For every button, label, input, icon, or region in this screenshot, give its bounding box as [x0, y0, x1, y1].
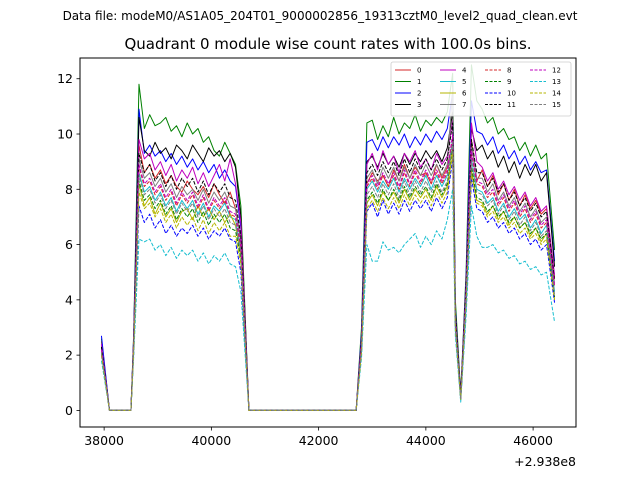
x-tick-label: 38000: [84, 433, 124, 448]
y-tick-label: 2: [65, 348, 73, 363]
legend-label-15: 15: [552, 101, 561, 109]
x-tick-label: 46000: [513, 433, 553, 448]
series-line-11: [100, 122, 556, 411]
legend-label-10: 10: [507, 90, 516, 98]
legend-label-11: 11: [507, 101, 516, 109]
legend-label-0: 0: [417, 67, 421, 75]
plot-area: [100, 64, 556, 411]
legend-label-2: 2: [417, 90, 421, 98]
y-tick-label: 6: [65, 237, 73, 252]
legend-label-3: 3: [417, 101, 421, 109]
legend-label-4: 4: [462, 67, 467, 75]
legend-label-9: 9: [507, 78, 511, 86]
legend-label-8: 8: [507, 67, 511, 75]
series-line-15: [100, 141, 556, 411]
series-line-13: [100, 188, 556, 411]
y-tick-label: 12: [57, 71, 73, 86]
y-tick-label: 8: [65, 182, 73, 197]
y-tick-label: 0: [65, 403, 73, 418]
y-tick-label: 4: [65, 292, 73, 307]
series-line-4: [100, 119, 556, 411]
x-offset-label: +2.938e8: [514, 454, 576, 469]
legend-label-14: 14: [552, 90, 561, 98]
legend-label-5: 5: [462, 78, 466, 86]
suptitle: Data file: modeM0/AS1A05_204T01_90000028…: [63, 9, 578, 23]
axes-frame: [79, 57, 577, 428]
series-line-10: [100, 158, 556, 411]
x-tick-label: 44000: [406, 433, 446, 448]
x-tick-label: 42000: [299, 433, 339, 448]
legend-label-7: 7: [462, 101, 466, 109]
y-tick-label: 10: [57, 127, 73, 142]
legend-label-12: 12: [552, 67, 561, 75]
legend-label-13: 13: [552, 78, 561, 86]
chart-title: Quadrant 0 module wise count rates with …: [124, 35, 531, 53]
legend-label-6: 6: [462, 90, 467, 98]
x-axis: 38000 40000 42000 44000 46000: [84, 427, 553, 448]
legend-box: [390, 61, 572, 117]
series-line-2: [100, 92, 556, 411]
y-axis: 0 2 4 6 8 10 12: [57, 71, 80, 418]
series-line-1: [100, 64, 556, 411]
legend-label-1: 1: [417, 78, 421, 86]
x-tick-label: 40000: [191, 433, 231, 448]
series-line-12: [100, 133, 556, 411]
